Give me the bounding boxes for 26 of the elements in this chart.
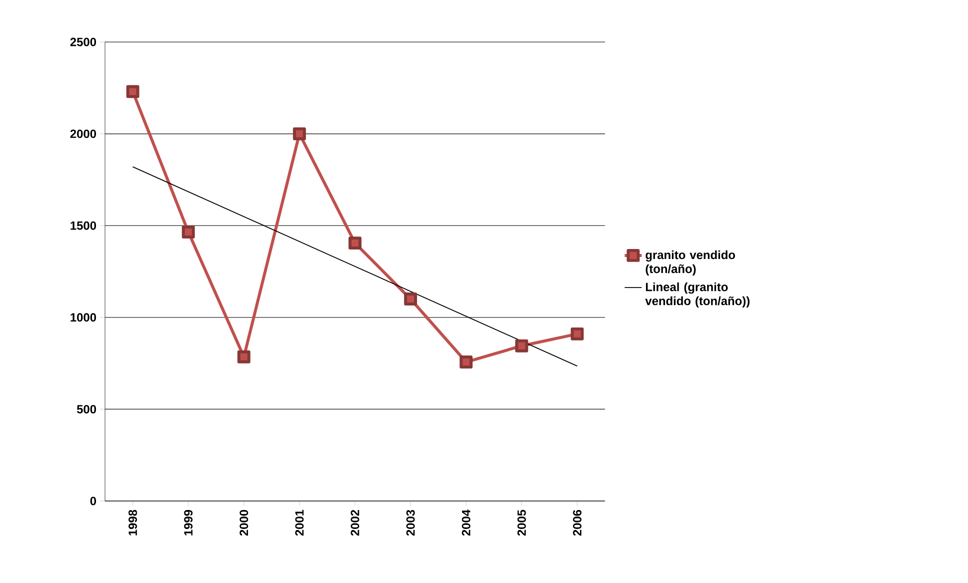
point [348, 236, 362, 250]
x-tick-label: 1998 [128, 510, 138, 536]
x-tick-label: 2000 [240, 510, 248, 536]
point [292, 127, 306, 140]
x-tick-label: 2004 [462, 510, 470, 536]
y-tick-label: 2500 [70, 38, 96, 46]
point [404, 292, 418, 306]
legend-label: granito vendido (ton/año) [646, 250, 736, 276]
x-tick-label: 2003 [406, 510, 415, 536]
point [515, 339, 528, 352]
x-tick-label: 2006 [572, 510, 582, 536]
y-tick-label: 1000 [70, 313, 96, 322]
y-tick-label: 2000 [70, 130, 96, 138]
x-tick-label: 2005 [517, 510, 526, 536]
x-tick-label: 1999 [184, 510, 193, 536]
point [460, 356, 473, 368]
y-tick-label: 1500 [70, 221, 96, 230]
point [570, 327, 584, 340]
point [237, 350, 250, 364]
point [182, 226, 195, 238]
x-tick-label: 2002 [350, 510, 360, 536]
y-tick-label: 500 [76, 404, 96, 414]
x-tick-label: 2001 [295, 510, 304, 536]
legend-label: Lineal (granito vendido (ton/año)) [645, 282, 750, 308]
point [126, 85, 140, 98]
y-tick-label: 0 [90, 496, 96, 506]
